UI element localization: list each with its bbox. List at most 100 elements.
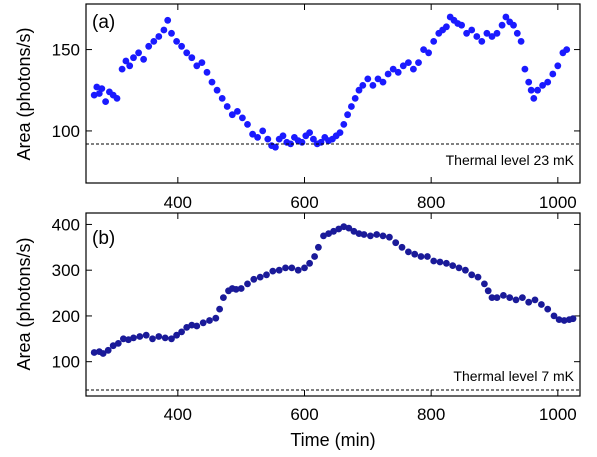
panel-b-x-tick-label: 800 xyxy=(417,405,445,424)
panel-b-data-point xyxy=(379,232,387,240)
panel-a-data-point xyxy=(483,29,491,37)
panel-b-ticks: 400 600 800 1000 100 200 300 400 xyxy=(52,213,580,424)
panel-a-data-point xyxy=(264,135,272,143)
panel-b-data-point xyxy=(443,259,450,267)
panel-b-x-tick-label: 1000 xyxy=(539,405,577,424)
panel-b-y-tick-label: 300 xyxy=(52,261,80,280)
panel-b-data-point xyxy=(468,271,476,279)
panel-b-data-point xyxy=(216,305,224,313)
panel-a-data-point xyxy=(443,23,450,31)
panel-b-data-point xyxy=(288,264,296,272)
panel-a-data-point xyxy=(249,130,256,138)
panel-b-data-point xyxy=(373,231,381,238)
panel-b-data-point xyxy=(232,286,240,293)
panel-b-data-point xyxy=(282,264,289,272)
panel-b-y-tick-label: 400 xyxy=(52,215,80,234)
panel-b-y-tick-label: 100 xyxy=(52,353,80,372)
panel-a-data-point xyxy=(155,33,163,40)
panel-b-data-point xyxy=(330,227,337,235)
panel-a-x-tick-label: 600 xyxy=(290,193,318,212)
panel-a-data-point xyxy=(502,13,510,21)
panel-a-data-point xyxy=(468,26,476,34)
panel-b-data-point xyxy=(99,350,107,357)
panel-a-data-point xyxy=(168,29,175,37)
panel-b-data-point xyxy=(500,292,507,299)
panel-a-frame xyxy=(85,3,581,184)
panel-b-data-point xyxy=(449,262,457,269)
panel-a-data-point xyxy=(493,29,501,37)
panel-a-data-point xyxy=(193,62,201,70)
panel-b-data-point xyxy=(311,253,318,260)
panel-b-data-point xyxy=(320,232,327,240)
panel-b-data-point xyxy=(256,273,264,281)
panel-a-data-point xyxy=(90,91,98,99)
panel-a-data-point xyxy=(351,95,359,102)
panel-a-data-point xyxy=(218,95,226,102)
panel-b-data-point xyxy=(350,227,358,235)
panel-a-data-point xyxy=(384,70,392,78)
panel-b-data-point xyxy=(275,266,283,274)
panel-a-data-point xyxy=(549,70,557,78)
panel-b-data-point xyxy=(430,257,438,265)
panel-a-data-point xyxy=(510,21,517,29)
panel-a-data-point xyxy=(513,29,521,37)
panel-a-data-point xyxy=(478,38,486,45)
panel-b-data-point xyxy=(306,259,313,267)
panel-b-data-point xyxy=(405,248,412,256)
panel-b-data-point xyxy=(149,335,156,343)
panel-a-data-point xyxy=(188,54,196,62)
panel-b-data-point xyxy=(178,328,186,336)
panel-b-frame xyxy=(85,212,581,397)
panel-b-data-point xyxy=(269,267,277,275)
panel-b-data-point xyxy=(173,331,181,339)
panel-a-data-point xyxy=(389,65,397,73)
panel-a-data-point xyxy=(348,103,355,110)
panel-a-data-point xyxy=(198,59,206,66)
panel-a-data-point xyxy=(430,38,438,45)
panel-b-data-point xyxy=(493,294,501,301)
panel-b-data-point xyxy=(525,298,533,306)
panel-a-data-point xyxy=(544,78,552,86)
panel-a-thermal-label: Thermal level 23 mK xyxy=(446,152,575,168)
panel-a-data-point xyxy=(126,62,134,70)
panel-b-data-point xyxy=(519,294,526,301)
panel-a-points xyxy=(90,13,571,151)
panel-b-data-point xyxy=(109,342,117,350)
panel-b-data-point xyxy=(411,250,419,258)
panel-b-x-tick-label: 600 xyxy=(290,405,318,424)
panel-a-data-point xyxy=(399,62,407,70)
panel-a-data-point xyxy=(173,38,181,45)
panel-a-x-tick-label: 800 xyxy=(417,193,445,212)
panel-a-data-point xyxy=(425,49,432,57)
panel-b-data-point xyxy=(199,319,207,327)
panel-b-data-point xyxy=(142,331,150,339)
panel-a-y-tick-label: 100 xyxy=(52,122,80,141)
panel-a-data-point xyxy=(244,121,251,128)
panel-a-data-point xyxy=(530,95,538,102)
panel-b-data-point xyxy=(424,253,431,260)
panel-b-data-point xyxy=(206,317,213,324)
panel-b-data-point xyxy=(481,280,488,288)
panel-b-data-point xyxy=(130,334,137,342)
panel-a-data-point xyxy=(102,98,109,105)
panel-a-x-tick-label: 400 xyxy=(164,193,192,212)
panel-b-label: (b) xyxy=(92,228,115,249)
panel-b-data-point xyxy=(212,314,220,322)
panel-a-data-point xyxy=(394,68,402,76)
panel-a-data-point xyxy=(178,42,186,50)
panel-a-data-point xyxy=(525,78,533,86)
panel-b-data-point xyxy=(345,224,353,232)
panel-a-data-point xyxy=(203,68,211,76)
panel-a-data-point xyxy=(113,95,121,102)
panel-a-data-point xyxy=(340,121,348,128)
panel-b-data-point xyxy=(455,264,463,272)
panel-b-data-point xyxy=(237,285,245,292)
panel-a-data-point xyxy=(420,46,427,53)
panel-b-data-point xyxy=(392,239,400,247)
panel-a-data-point xyxy=(98,85,106,92)
panel-b-data-point xyxy=(417,253,425,260)
panel-b-data-point xyxy=(436,258,444,266)
panel-a-data-point xyxy=(150,38,158,45)
panel-a-data-point xyxy=(140,55,148,63)
panel-b: 400 600 800 1000 100 200 300 400 Thermal level … xyxy=(14,212,581,450)
